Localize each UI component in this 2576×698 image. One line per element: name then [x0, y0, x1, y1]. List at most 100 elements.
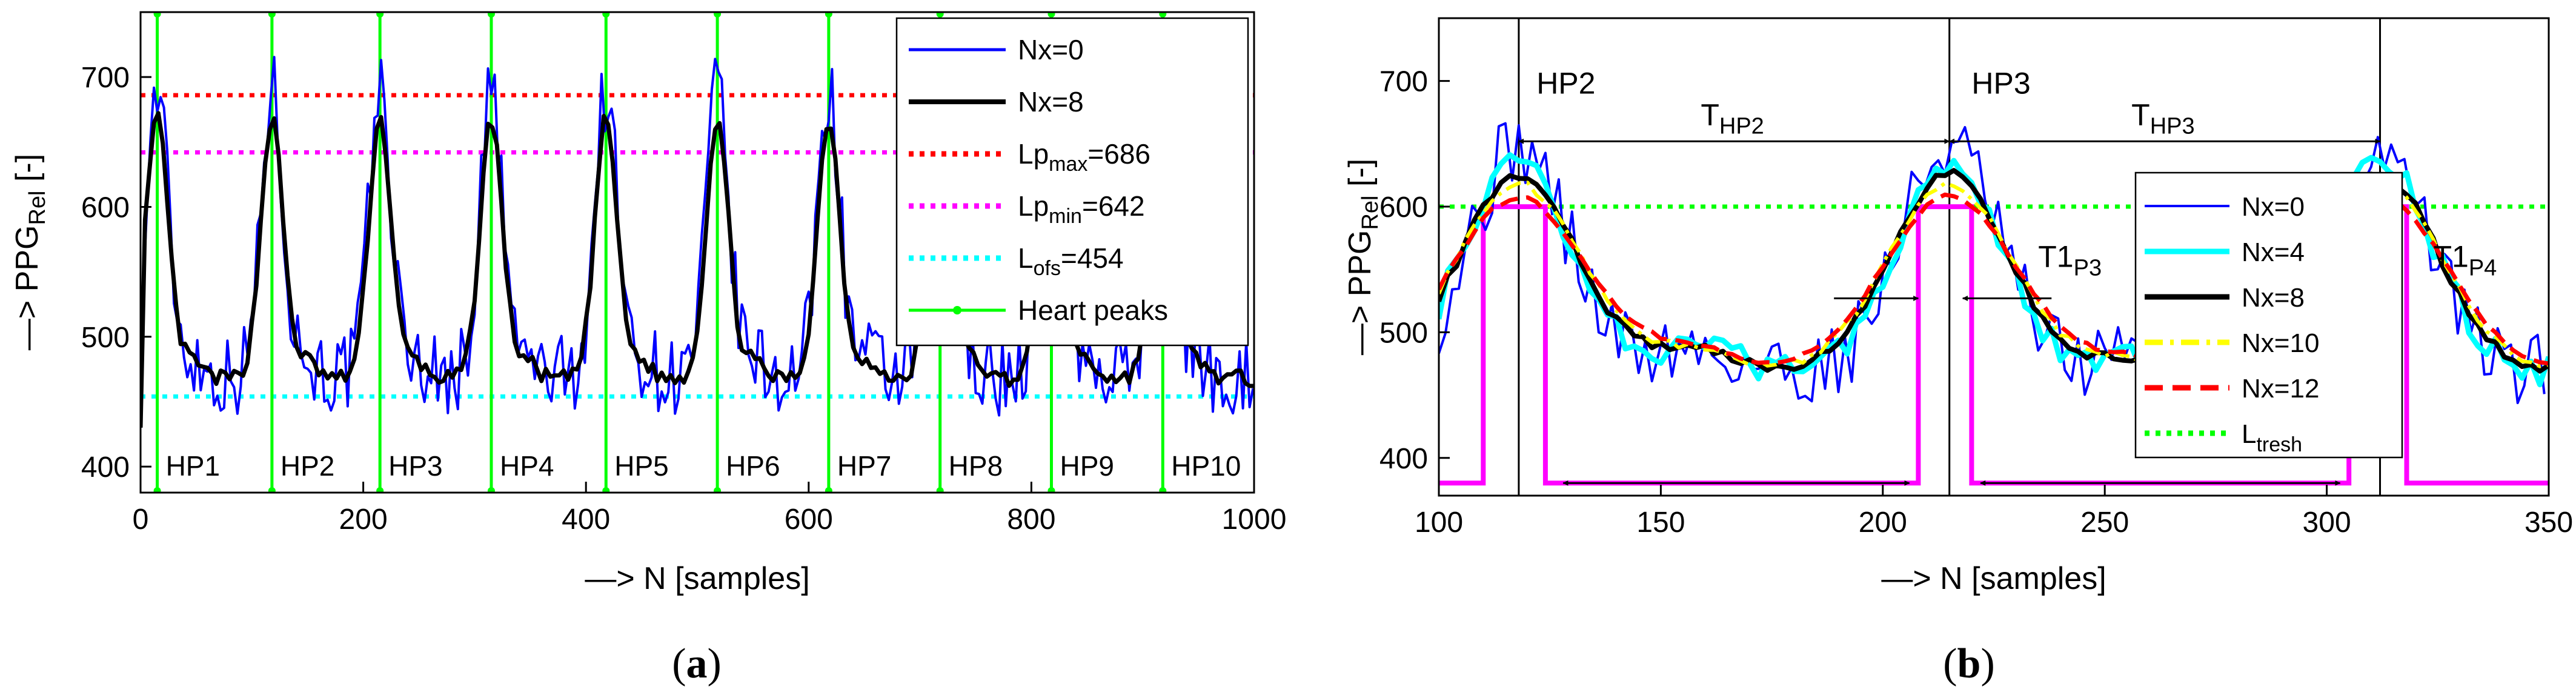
legend-label-6: Heart peaks: [1018, 294, 1168, 326]
heart-peak-marker-bottom-7: [825, 487, 832, 493]
x-tick-label-0: 0: [133, 504, 149, 536]
legend-label-main: Heart peaks: [1018, 294, 1168, 326]
panel-b-caption: (b): [1943, 640, 1995, 687]
panel-b-ticks: 100 150 200 250 300 350 400 500 600 700: [1379, 66, 2573, 539]
heart-peak-marker-top-1: [153, 12, 161, 18]
panel-a-caption: (a): [672, 640, 722, 687]
hp-label-7: HP7: [837, 450, 891, 482]
heart-peak-marker-top-10: [1159, 12, 1167, 18]
hp-label-9: HP9: [1060, 450, 1114, 482]
y-tick-label-400: 400: [81, 451, 130, 484]
panel-a-y-label-main: —> PPG: [10, 225, 45, 351]
legend-label-2: Nx=4: [2242, 238, 2305, 267]
legend-label-1: Nx=0: [2242, 192, 2305, 222]
annotation-main: HP2: [1536, 66, 1595, 100]
panel-a-caption-letter: a: [686, 640, 708, 687]
panel-b-axes-box: [1438, 17, 2550, 497]
panel-a-y-axis-label: —> PPGRel [-]: [10, 154, 50, 350]
heart-peak-marker-top-5: [602, 12, 610, 18]
annotation-sub: P3: [2074, 256, 2102, 281]
x-tick-label-100: 100: [1415, 507, 1463, 539]
legend-label-main: Nx=0: [1018, 34, 1084, 65]
y-tick-label-700: 700: [1379, 66, 1428, 98]
panel-a-y-label-unit: [-]: [10, 154, 45, 191]
legend-label-main: Nx=10: [2242, 328, 2319, 358]
annotation-4: THP3: [2131, 98, 2194, 139]
annotation-2: HP3: [1971, 66, 2030, 100]
panel-b-y-label-sub: Rel: [1358, 196, 1383, 230]
annotation-5: T1P3: [2038, 240, 2102, 281]
heart-peak-marker-top-6: [714, 12, 722, 18]
heart-peak-marker-top-8: [936, 12, 944, 18]
panel-a-caption-open: (: [672, 640, 686, 687]
legend-label-sub: ofs: [1034, 257, 1061, 280]
legend-label-5: Lofs=454: [1018, 242, 1124, 280]
y-tick-label-500: 500: [1379, 317, 1428, 349]
legend-label-suffix: =642: [1082, 190, 1145, 222]
x-tick-label-300: 300: [2303, 507, 2351, 539]
panel-b-y-label-main: —> PPG: [1343, 230, 1378, 356]
y-tick-label-600: 600: [1379, 191, 1428, 224]
x-tick-label-1000: 1000: [1222, 504, 1287, 536]
legend-label-3: Lpmax=686: [1018, 138, 1150, 176]
annotation-main: T1: [2038, 240, 2073, 274]
x-tick-label-400: 400: [562, 504, 610, 536]
heart-peak-marker-bottom-2: [268, 487, 276, 493]
annotation-main: T: [2131, 98, 2150, 131]
legend-label-4: Lpmin=642: [1018, 190, 1145, 228]
heart-peak-marker-bottom-5: [602, 487, 610, 493]
legend-label-2: Nx=8: [1018, 86, 1084, 118]
legend-label-main: L: [1018, 242, 1034, 274]
legend-label-5: Nx=12: [2242, 374, 2319, 404]
heart-peak-marker-bottom-10: [1159, 487, 1167, 493]
panel-a: HP1 HP2 HP3 HP4 HP5 HP6 HP7 HP8 HP9 HP10 0 200 400 6…: [10, 11, 1286, 687]
panel-a-x-axis-label: —> N [samples]: [585, 561, 809, 596]
legend-label-main: Lp: [1018, 190, 1049, 222]
legend-label-1: Nx=0: [1018, 34, 1084, 65]
panel-b-y-label-unit: [-]: [1343, 159, 1378, 196]
annotation-6: T1P4: [2433, 240, 2497, 281]
y-tick-label-400: 400: [1379, 443, 1428, 475]
heart-peak-marker-bottom-3: [376, 487, 384, 493]
panel-a-ticks: 0 200 400 600 800 1000 400 500 600 700: [81, 62, 1286, 536]
x-tick-label-200: 200: [339, 504, 388, 536]
panel-b-arrows: [1518, 138, 2381, 486]
hp-label-3: HP3: [388, 450, 442, 482]
annotation-sub: HP3: [2150, 113, 2195, 139]
heart-peak-marker-bottom-8: [936, 487, 944, 493]
hp-label-2: HP2: [281, 450, 334, 482]
heart-peak-marker-top-7: [825, 12, 832, 18]
panel-a-legend: Nx=0 Nx=8 Lpmax=686 Lpmin=642 Lofs=454 Heart …: [895, 17, 1249, 347]
hp-label-5: HP5: [614, 450, 668, 482]
legend-label-main: Nx=8: [2242, 283, 2305, 313]
heart-peak-marker-bottom-6: [714, 487, 722, 493]
y-tick-label-700: 700: [81, 62, 130, 94]
panel-a-y-label-sub: Rel: [25, 191, 50, 225]
annotation-1: HP2: [1536, 66, 1595, 100]
legend-label-4: Nx=10: [2242, 328, 2319, 358]
heart-peak-marker-bottom-1: [153, 487, 161, 493]
heart-peak-marker-top-3: [376, 12, 384, 18]
hp-label-1: HP1: [166, 450, 220, 482]
y-tick-label-600: 600: [81, 191, 130, 224]
hp-label-4: HP4: [500, 450, 554, 482]
x-tick-label-150: 150: [1636, 507, 1685, 539]
heart-peak-marker-bottom-9: [1047, 487, 1055, 493]
x-tick-label-350: 350: [2525, 507, 2573, 539]
panel-a-hp-labels: HP1 HP2 HP3 HP4 HP5 HP6 HP7 HP8 HP9 HP10: [166, 450, 1241, 482]
legend-label-sub: max: [1049, 153, 1087, 176]
annotation-main: T: [1701, 98, 1719, 131]
legend-label-suffix: =454: [1061, 242, 1124, 274]
legend-label-sub: tresh: [2256, 433, 2302, 456]
legend-label-suffix: =686: [1087, 138, 1150, 170]
annotation-3: THP2: [1701, 98, 1764, 139]
panel-a-caption-close: ): [708, 640, 722, 687]
x-tick-label-800: 800: [1007, 504, 1055, 536]
panel-b-y-axis-label: —> PPGRel [-]: [1343, 159, 1383, 355]
panel-b-legend: Nx=0 Nx=4 Nx=8 Nx=10 Nx=12 Ltresh: [2134, 171, 2403, 459]
hp-label-10: HP10: [1171, 450, 1241, 482]
hp-label-8: HP8: [949, 450, 1003, 482]
annotation-sub: P4: [2469, 256, 2497, 281]
